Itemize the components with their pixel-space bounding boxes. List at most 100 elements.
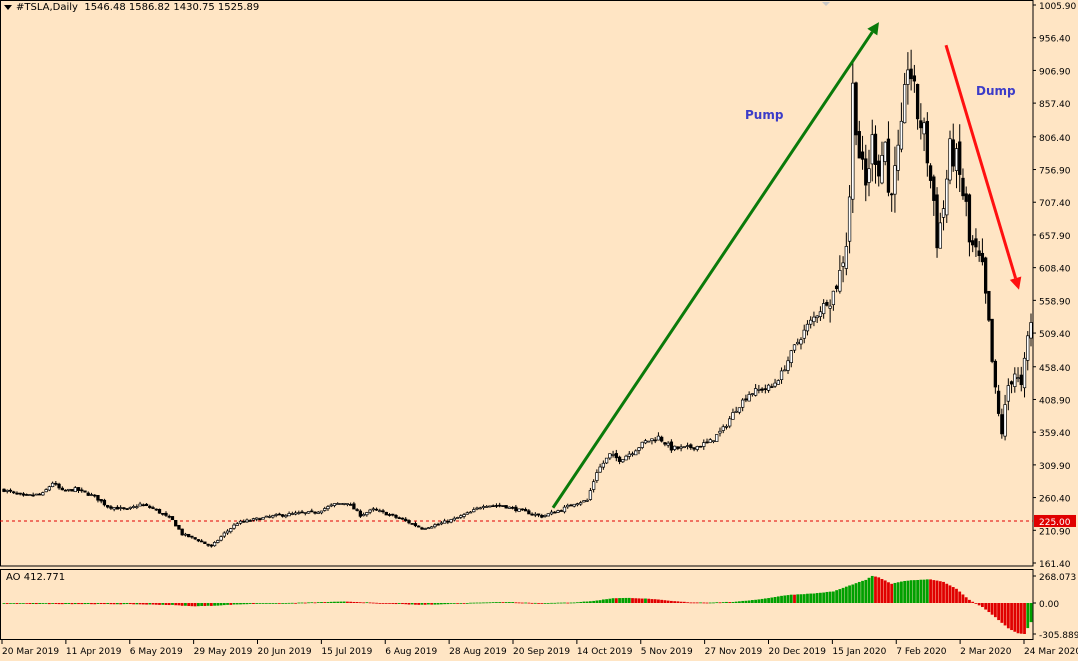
ao-bar	[235, 603, 239, 605]
candle	[462, 512, 466, 519]
ao-bar	[125, 603, 129, 605]
candle-body	[122, 507, 126, 510]
ao-bar	[1029, 603, 1033, 623]
candle	[786, 356, 790, 374]
candle-body	[757, 389, 761, 391]
candle	[358, 509, 363, 518]
candle-body	[643, 440, 648, 444]
ao-bar	[47, 603, 51, 605]
ao-bar	[802, 594, 806, 603]
ao-bar	[239, 603, 242, 605]
ao-bar	[1006, 603, 1010, 629]
candle	[222, 531, 226, 539]
candle-body	[472, 509, 476, 513]
candle	[932, 174, 936, 216]
ao-bar	[644, 598, 647, 603]
ao-bar	[624, 597, 628, 603]
ao-bar	[945, 583, 949, 603]
candle-body	[326, 506, 330, 510]
candle-body	[834, 285, 839, 290]
candle	[562, 504, 567, 514]
candle-body	[417, 525, 421, 528]
candle	[504, 505, 508, 509]
candle	[828, 299, 832, 323]
ao-bar	[414, 603, 417, 605]
candle-body	[455, 517, 460, 519]
chart-menu-icon[interactable]	[4, 4, 12, 10]
candle-body	[47, 486, 52, 491]
ao-bar	[349, 601, 353, 603]
candle-body	[232, 524, 236, 529]
time-tick-label: 29 May 2019	[194, 647, 253, 657]
ao-bar	[935, 580, 939, 603]
ao-bar	[621, 598, 625, 603]
candle-body	[446, 520, 450, 523]
candle	[857, 120, 861, 159]
candle-body	[637, 447, 641, 451]
candle-body	[106, 505, 110, 508]
candle-body	[60, 487, 64, 491]
ao-bar	[653, 599, 657, 603]
ao-bar	[844, 586, 848, 603]
ao-bar	[546, 603, 550, 604]
pump-arrow-head	[867, 22, 879, 36]
candle-body	[890, 193, 894, 196]
candle	[598, 463, 602, 473]
ao-bar	[647, 598, 651, 603]
candle	[229, 527, 233, 534]
candle	[634, 449, 638, 456]
candle-body	[125, 508, 129, 510]
candle	[128, 506, 133, 510]
price-axis: 1005.90 956.40 906.90 857.40 806.40 756.90 707…	[1033, 2, 1076, 570]
ao-bar	[274, 603, 278, 604]
ao-bar	[618, 598, 621, 603]
candle-body	[663, 442, 667, 445]
ao-bar	[384, 603, 388, 604]
candle	[818, 306, 823, 321]
candle	[546, 513, 550, 517]
candle	[374, 507, 379, 511]
scroll-marker-icon[interactable]	[822, 2, 830, 6]
candle-body	[579, 502, 583, 505]
ao-bar	[313, 602, 317, 604]
candle-body	[1022, 357, 1027, 389]
candle-body	[485, 506, 489, 508]
candle-body	[206, 543, 210, 546]
ao-bar	[96, 603, 100, 604]
ao-bar	[83, 603, 87, 605]
candle	[977, 241, 981, 262]
candle-body	[180, 528, 184, 536]
candle-body	[413, 523, 418, 527]
candle-body	[83, 490, 87, 493]
ao-bar	[530, 602, 534, 604]
candle-body	[329, 504, 333, 507]
candle	[258, 517, 262, 521]
candle	[702, 439, 706, 450]
candle-body	[2, 488, 6, 492]
candle-body	[73, 487, 77, 493]
price-tick-label: 1005.90	[1039, 2, 1076, 12]
ao-tick-label: 0.00	[1039, 600, 1059, 610]
time-tick-label: 24 Mar 2020	[1024, 647, 1078, 657]
candle	[63, 489, 68, 492]
ao-bar	[974, 603, 978, 604]
candle-body	[695, 446, 699, 450]
ao-bar	[588, 601, 592, 603]
candle	[417, 525, 421, 528]
candle	[251, 517, 256, 522]
candle	[371, 507, 375, 512]
candle	[579, 500, 583, 506]
candle	[50, 481, 55, 488]
ao-bar	[488, 602, 492, 604]
candle-body	[919, 120, 923, 129]
candle	[488, 505, 492, 508]
ao-bar	[705, 602, 709, 604]
ao-bar	[686, 602, 689, 604]
candle	[310, 508, 314, 513]
candle-body	[284, 515, 288, 518]
candle	[115, 505, 120, 510]
candle-body	[572, 503, 576, 507]
ao-bar	[297, 602, 301, 604]
candle-body	[864, 158, 868, 186]
